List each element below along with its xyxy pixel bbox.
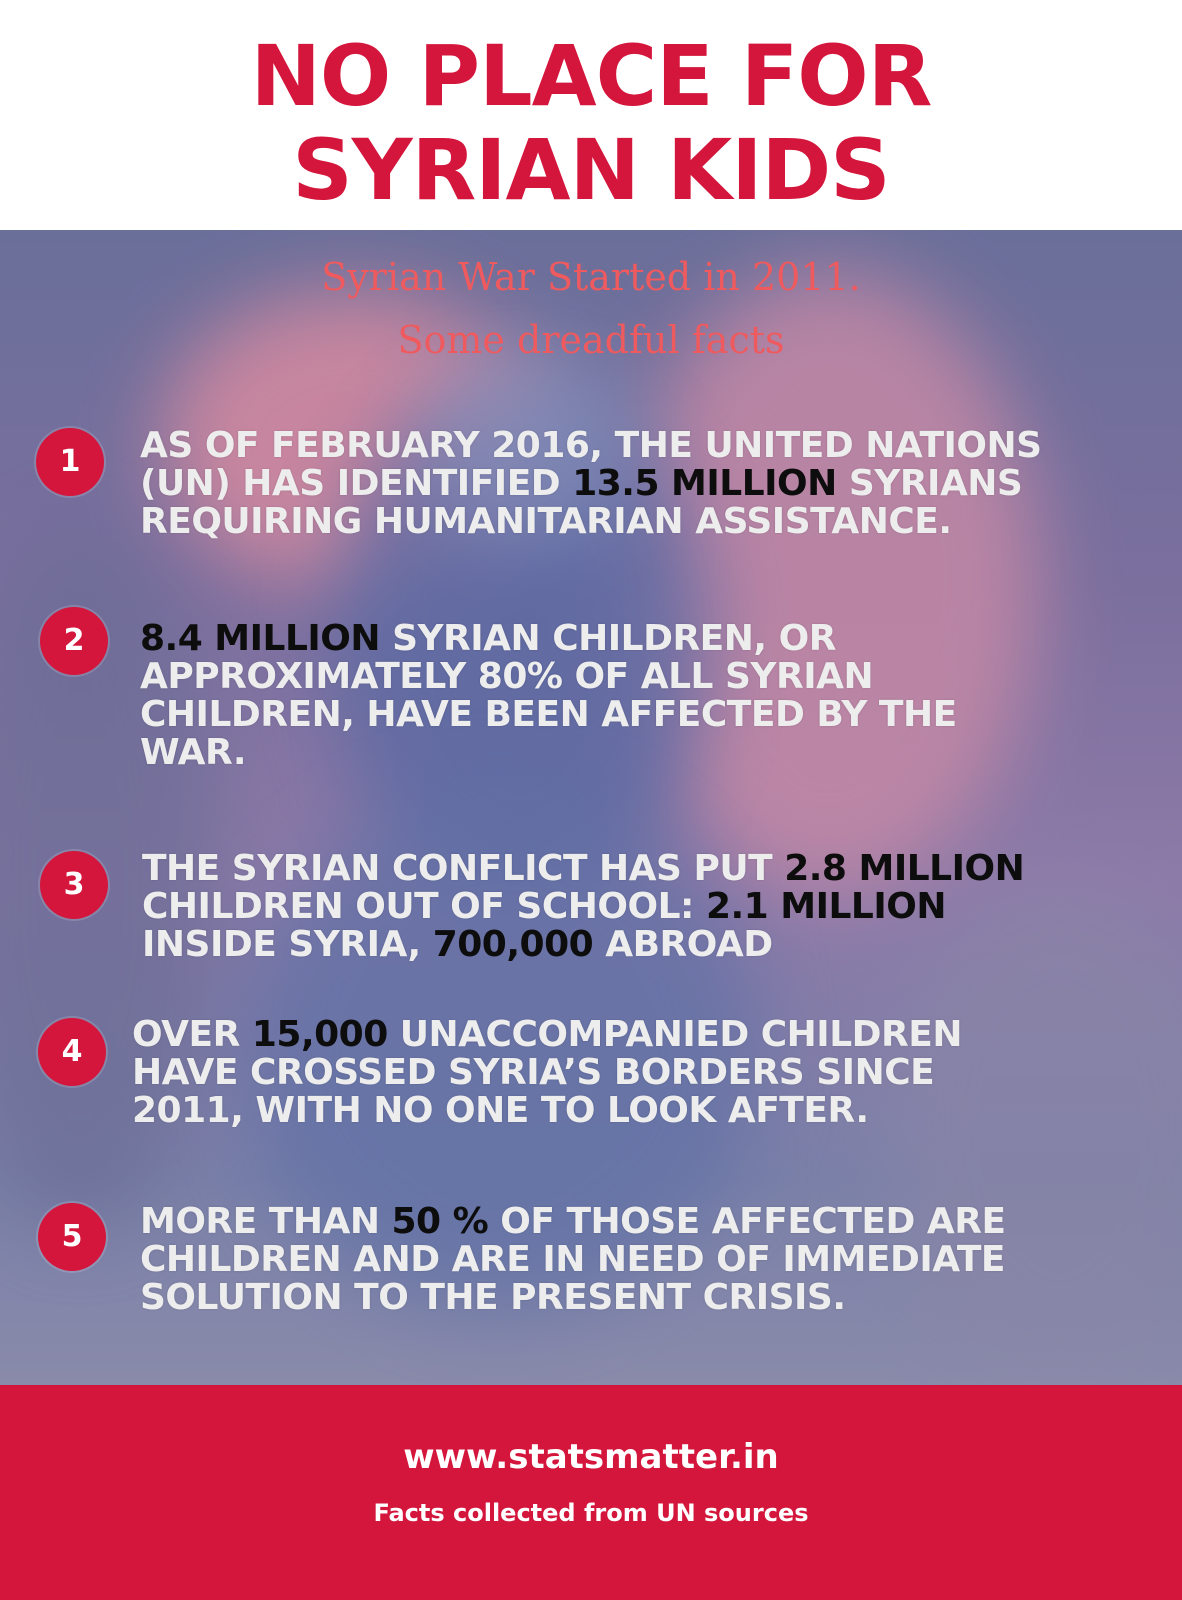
fact-1-text: AS OF FEBRUARY 2016, THE UNITED NATIONS …: [140, 427, 1042, 541]
fact-line: 8.4 MILLION SYRIAN CHILDREN, OR: [140, 618, 836, 659]
fact-line: SOLUTION TO THE PRESENT CRISIS.: [140, 1277, 846, 1318]
fact-highlight: 2.8 MILLION: [784, 848, 1025, 889]
fact-line: INSIDE SYRIA, 700,000 ABROAD: [142, 924, 773, 965]
subtitle-line-2: Some dreadful facts: [397, 318, 785, 362]
fact-2-text: 8.4 MILLION SYRIAN CHILDREN, OR APPROXIM…: [140, 620, 957, 772]
fact-number-badge: 3: [40, 851, 108, 919]
fact-4-text: OVER 15,000 UNACCOMPANIED CHILDREN HAVE …: [132, 1016, 962, 1130]
fact-highlight: 700,000: [432, 924, 594, 965]
footer-band: [0, 1385, 1182, 1600]
website-link[interactable]: www.statsmatter.in: [403, 1437, 779, 1477]
subtitle-line-1: Syrian War Started in 2011.: [321, 255, 861, 299]
fact-line: 2011, WITH NO ONE TO LOOK AFTER.: [132, 1090, 869, 1131]
fact-line: AS OF FEBRUARY 2016, THE UNITED NATIONS: [140, 425, 1042, 466]
title-line-1: NO PLACE FOR: [250, 27, 933, 125]
fact-line: APPROXIMATELY 80% OF ALL SYRIAN: [140, 656, 874, 697]
fact-number-badge: 1: [36, 428, 104, 496]
fact-line: THE SYRIAN CONFLICT HAS PUT 2.8 MILLION: [142, 848, 1025, 889]
fact-5-text: MORE THAN 50 % OF THOSE AFFECTED ARE CHI…: [140, 1203, 1006, 1317]
source-note: Facts collected from UN sources: [373, 1499, 809, 1527]
fact-line: CHILDREN, HAVE BEEN AFFECTED BY THE: [140, 694, 957, 735]
fact-highlight: 2.1 MILLION: [705, 886, 947, 927]
fact-line: WAR.: [140, 732, 247, 773]
fact-line: MORE THAN 50 % OF THOSE AFFECTED ARE: [140, 1201, 1006, 1242]
fact-3-text: THE SYRIAN CONFLICT HAS PUT 2.8 MILLION …: [142, 848, 1025, 965]
background-photo: [0, 230, 1182, 1415]
fact-line: OVER 15,000 UNACCOMPANIED CHILDREN: [132, 1014, 962, 1055]
fact-number-badge: 2: [40, 607, 108, 675]
fact-highlight: 13.5 MILLION: [572, 463, 837, 504]
fact-number-badge: 5: [38, 1203, 106, 1271]
fact-line: (UN) HAS IDENTIFIED 13.5 MILLION SYRIANS: [140, 463, 1023, 504]
fact-line: REQUIRING HUMANITARIAN ASSISTANCE.: [140, 501, 952, 542]
fact-line: CHILDREN AND ARE IN NEED OF IMMEDIATE: [140, 1239, 1006, 1280]
fact-line: HAVE CROSSED SYRIA’S BORDERS SINCE: [132, 1052, 935, 1093]
fact-highlight: 50 %: [391, 1201, 489, 1242]
title-line-2: SYRIAN KIDS: [292, 121, 890, 219]
header: NO PLACE FOR SYRIAN KIDS: [0, 0, 1182, 230]
fact-highlight: 8.4 MILLION: [140, 618, 381, 659]
fact-number-badge: 4: [38, 1018, 106, 1086]
fact-highlight: 15,000: [251, 1014, 388, 1055]
fact-line: CHILDREN OUT OF SCHOOL: 2.1 MILLION: [142, 886, 947, 927]
